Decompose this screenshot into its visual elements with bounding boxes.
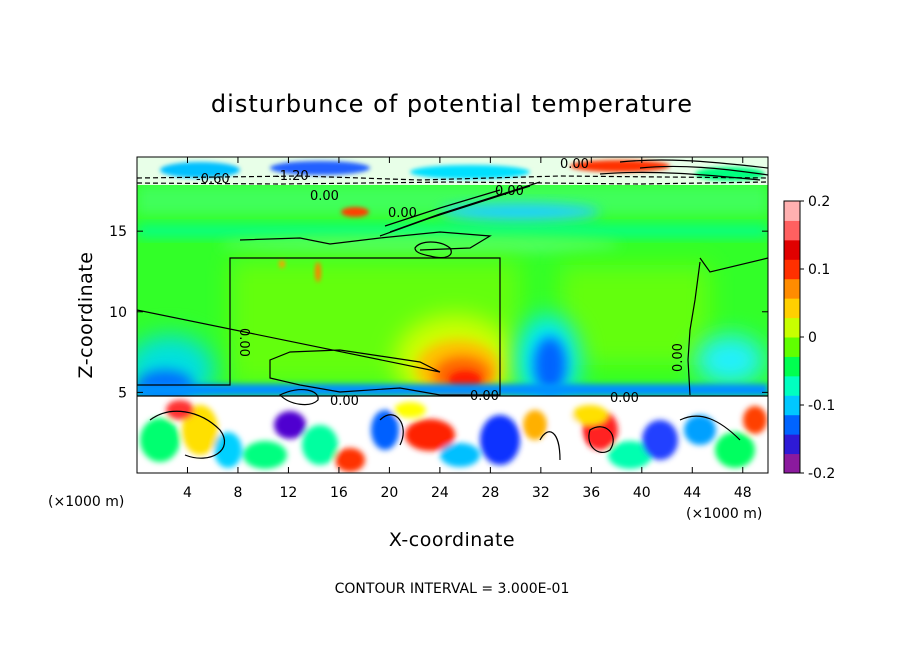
top-dashed-contours bbox=[137, 175, 768, 181]
x-tick-label: 24 bbox=[431, 485, 449, 501]
right-cold-pocket bbox=[695, 335, 765, 385]
lower-contour-2 bbox=[278, 388, 319, 406]
lower-contour-3 bbox=[379, 414, 404, 446]
lower-contour-5 bbox=[588, 426, 614, 453]
colorbar-tick-label: -0.1 bbox=[808, 398, 835, 414]
colorbar-swatch bbox=[784, 201, 800, 221]
colorbar-swatch bbox=[784, 395, 800, 416]
lower-contour-4 bbox=[539, 431, 561, 461]
colorbar-swatch bbox=[784, 337, 800, 357]
contour-label: 0.00 bbox=[470, 389, 499, 404]
y-tick-label: 10 bbox=[109, 305, 127, 321]
contour-label: 0.00 bbox=[495, 184, 524, 199]
contour-label: 0.00 bbox=[330, 394, 359, 409]
plot-frame bbox=[136, 156, 769, 474]
contour-label: -1.20 bbox=[275, 169, 309, 184]
contour-label: 0.00 bbox=[560, 157, 589, 172]
y-tick-label: 5 bbox=[118, 385, 127, 401]
colorbar-swatch bbox=[784, 414, 800, 435]
x-tick-label: 4 bbox=[183, 485, 192, 501]
lower-contour-1 bbox=[149, 410, 226, 459]
chart-title: disturbunce of potential temperature bbox=[211, 90, 693, 118]
zero-contour-upper bbox=[239, 231, 492, 251]
colorbar-tick-label: 0 bbox=[808, 330, 817, 346]
vortex-contour bbox=[414, 241, 452, 259]
y-axis: 5 10 15 bbox=[109, 224, 768, 401]
x-axis-unit: (×1000 m) bbox=[686, 506, 762, 522]
colorbar-swatch bbox=[784, 317, 800, 338]
x-axis-label: X-coordinate bbox=[389, 529, 515, 551]
contour-label: -0.60 bbox=[196, 172, 230, 187]
x-axis: 4 8 12 16 20 24 28 32 36 40 44 48 bbox=[183, 157, 752, 501]
diagonal-contour-2 bbox=[389, 181, 541, 233]
top-dashed-contours-2 bbox=[137, 181, 768, 185]
x-tick-label: 28 bbox=[481, 485, 499, 501]
x-tick-label: 32 bbox=[532, 485, 550, 501]
colorbar-swatch bbox=[784, 453, 800, 474]
colorbar-tick-label: 0.1 bbox=[808, 262, 830, 278]
top-band-blobs bbox=[160, 160, 765, 181]
colorbar-swatch bbox=[784, 220, 800, 241]
colorbar-swatch bbox=[784, 434, 800, 455]
field-upper-cyan-band bbox=[137, 225, 768, 237]
y-tick-label: 15 bbox=[109, 224, 127, 240]
x-tick-label: 20 bbox=[380, 485, 398, 501]
x-tick-label: 8 bbox=[233, 485, 242, 501]
cold-anomaly-core bbox=[534, 337, 566, 393]
top-dense-contours bbox=[599, 159, 768, 181]
upper-cold-band bbox=[220, 235, 620, 255]
colorbar-tick-label: -0.2 bbox=[808, 466, 835, 482]
contour-label: 0.00 bbox=[610, 391, 639, 406]
zero-contour-main bbox=[137, 257, 501, 396]
colorbar bbox=[783, 200, 801, 474]
zero-contour-right bbox=[699, 257, 768, 273]
contour-label: 0.00 bbox=[310, 189, 339, 204]
x-tick-label: 36 bbox=[582, 485, 600, 501]
diagonal-contour-3 bbox=[384, 189, 501, 227]
x-tick-label: 40 bbox=[633, 485, 651, 501]
colorbar-swatch bbox=[784, 356, 800, 377]
x-tick-label: 48 bbox=[734, 485, 752, 501]
x-tick-label: 12 bbox=[280, 485, 298, 501]
contour-interval-note: CONTOUR INTERVAL = 3.000E-01 bbox=[335, 581, 570, 597]
contour-label: 0.00 bbox=[671, 343, 686, 372]
small-warm-spot-1 bbox=[315, 262, 321, 282]
plot-area: -0.60 -1.20 0.00 0.00 0.00 0.00 0.00 0.0… bbox=[137, 157, 768, 473]
x-tick-label: 44 bbox=[683, 485, 701, 501]
upper-warm-streak bbox=[341, 207, 369, 217]
small-warm-spot-2 bbox=[279, 260, 285, 268]
field-right-interior bbox=[560, 265, 710, 365]
lower-contour-6 bbox=[679, 415, 741, 441]
colorbar-swatch bbox=[784, 239, 800, 260]
colorbar-swatch bbox=[784, 375, 800, 396]
x-tick-label: 16 bbox=[330, 485, 348, 501]
upper-cold-patch bbox=[440, 203, 600, 221]
colorbar-tick-label: 0.2 bbox=[808, 194, 830, 210]
y-axis-label: Z-coordinate bbox=[75, 252, 97, 379]
colorbar-ticks: 0.2 0.1 0 -0.1 -0.2 bbox=[800, 194, 835, 482]
colorbar-swatch bbox=[784, 298, 800, 319]
lower-layer-blobs bbox=[140, 400, 767, 472]
lower-cold-band bbox=[137, 384, 768, 396]
contour-labels: -0.60 -1.20 0.00 0.00 0.00 0.00 0.00 0.0… bbox=[196, 157, 686, 409]
contour-label: 0.00 bbox=[388, 206, 417, 221]
contour-lines bbox=[137, 159, 768, 461]
zero-contour-right-2 bbox=[687, 261, 701, 396]
colorbar-swatch bbox=[784, 278, 800, 299]
contour-label: 0.00 bbox=[236, 328, 251, 357]
colorbar-swatch bbox=[784, 259, 800, 280]
y-axis-unit: (×1000 m) bbox=[48, 494, 124, 510]
